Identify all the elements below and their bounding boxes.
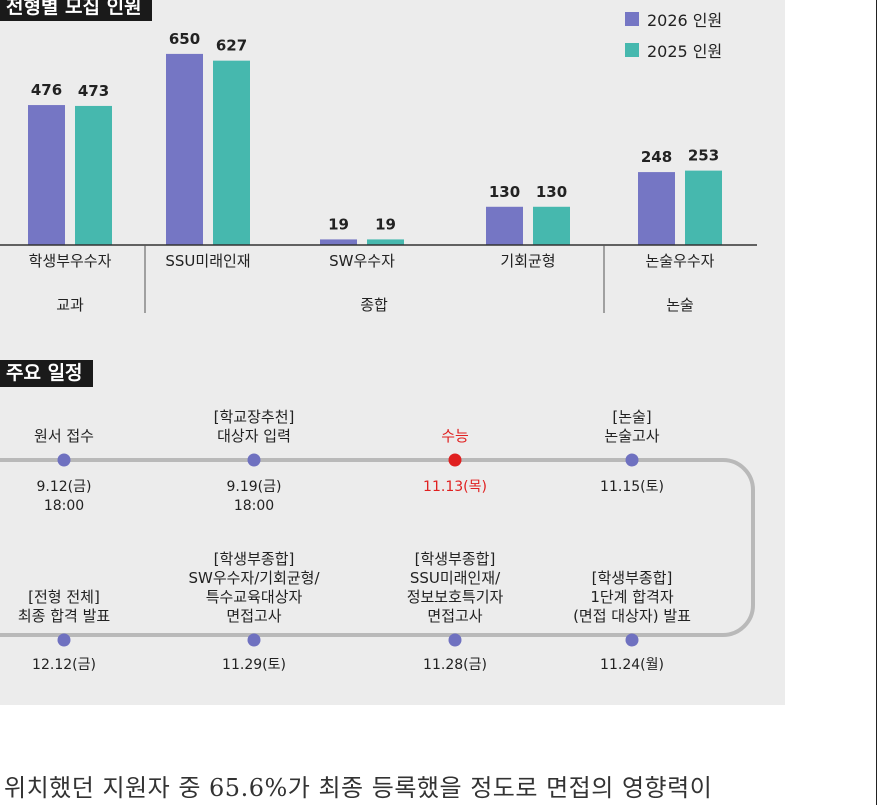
timeline-dot — [247, 453, 261, 467]
bar-value-label: 130 — [489, 183, 520, 201]
event-date: 11.24(월) — [600, 657, 664, 673]
category-label: 기회균형 — [500, 252, 555, 270]
bar-2025-4 — [685, 170, 722, 245]
bar-2026-0 — [28, 105, 65, 245]
event-label: [전형 전체] 최종 합격 발표 — [17, 588, 111, 625]
bar-2026-1 — [166, 53, 203, 246]
category-label: 학생부우수자 — [29, 252, 112, 270]
section-title: 전형별 모집 인원 — [0, 0, 152, 21]
event-label: [학생부종합] 1단계 합격자 (면접 대상자) 발표 — [573, 569, 691, 625]
timeline-track — [0, 458, 755, 637]
event-date: 11.15(토) — [600, 479, 664, 495]
event-date: 12.12(금) — [32, 657, 96, 673]
legend-item-2025: 2025 인원 — [625, 38, 722, 62]
bar-value-label: 19 — [375, 215, 396, 233]
event-label: 수능 — [441, 427, 469, 445]
event-date: 11.29(토) — [222, 657, 286, 673]
timeline-dot — [448, 453, 462, 467]
bar-value-label: 627 — [216, 37, 247, 55]
category-label: SSU미래인재 — [165, 252, 250, 270]
timeline-dot — [448, 633, 462, 647]
timeline-dot — [57, 633, 71, 647]
timeline-dot — [57, 453, 71, 467]
bar-2026-2 — [320, 239, 357, 245]
page-divider — [876, 0, 877, 805]
event-label: [논술] 논술고사 — [604, 408, 660, 445]
bar-2025-2 — [367, 239, 404, 245]
legend-label-2025: 2025 인원 — [647, 42, 723, 61]
bar-value-label: 476 — [31, 81, 62, 99]
legend-swatch-2025 — [625, 43, 639, 57]
event-date: 9.12(금) 18:00 — [36, 479, 92, 514]
event-label: [학생부종합] SSU미래인재/정보보호특기자 면접고사 — [406, 550, 504, 625]
bar-value-label: 19 — [328, 215, 349, 233]
bar-chart: 476 473 학생부우수자 650 627 SSU미래인재 19 19 SW우수자 130 130… — [0, 30, 757, 647]
bar-value-label: 130 — [536, 183, 567, 201]
timeline-dot — [247, 633, 261, 647]
bar-value-label: 248 — [641, 148, 672, 166]
bar-2025-1 — [213, 60, 250, 245]
category-label: SW우수자 — [329, 252, 395, 270]
event-date: 9.19(금) 18:00 — [226, 479, 282, 514]
event-label: [학교장추천] 대상자 입력 — [213, 408, 295, 445]
article-body-text: 위치했던 지원자 중 65.6%가 최종 등록했을 정도로 면접의 영향력이 — [4, 774, 713, 802]
event-date: 11.13(목) — [423, 479, 487, 495]
timeline-dot — [625, 633, 639, 647]
bar-2025-0 — [75, 105, 112, 245]
legend-label-2026: 2026 인원 — [647, 11, 723, 30]
group-label: 교과 — [56, 296, 84, 314]
group-label: 논술 — [666, 296, 694, 314]
bar-value-label: 650 — [169, 30, 200, 48]
bar-2026-3 — [486, 206, 523, 245]
infographic-panel: 476 473 학생부우수자 650 627 SSU미래인재 19 19 SW우수자 130 130… — [0, 0, 785, 705]
schedule-title: 주요 일정 — [0, 360, 93, 387]
bar-value-label: 473 — [78, 82, 109, 100]
event-label: [학생부종합] SW우수자/기회균형/특수교육대상자 면접고사 — [188, 550, 320, 625]
group-label: 종합 — [360, 296, 388, 314]
legend-swatch-2026 — [625, 12, 639, 26]
timeline-dot — [625, 453, 639, 467]
event-label: 원서 접수 — [34, 427, 94, 445]
event-date: 11.28(금) — [423, 657, 487, 673]
bar-value-label: 253 — [688, 147, 719, 165]
bar-2025-3 — [533, 206, 570, 245]
bar-2026-4 — [638, 172, 675, 245]
category-label: 논술우수자 — [645, 252, 714, 270]
legend-item-2026: 2026 인원 — [625, 7, 722, 31]
